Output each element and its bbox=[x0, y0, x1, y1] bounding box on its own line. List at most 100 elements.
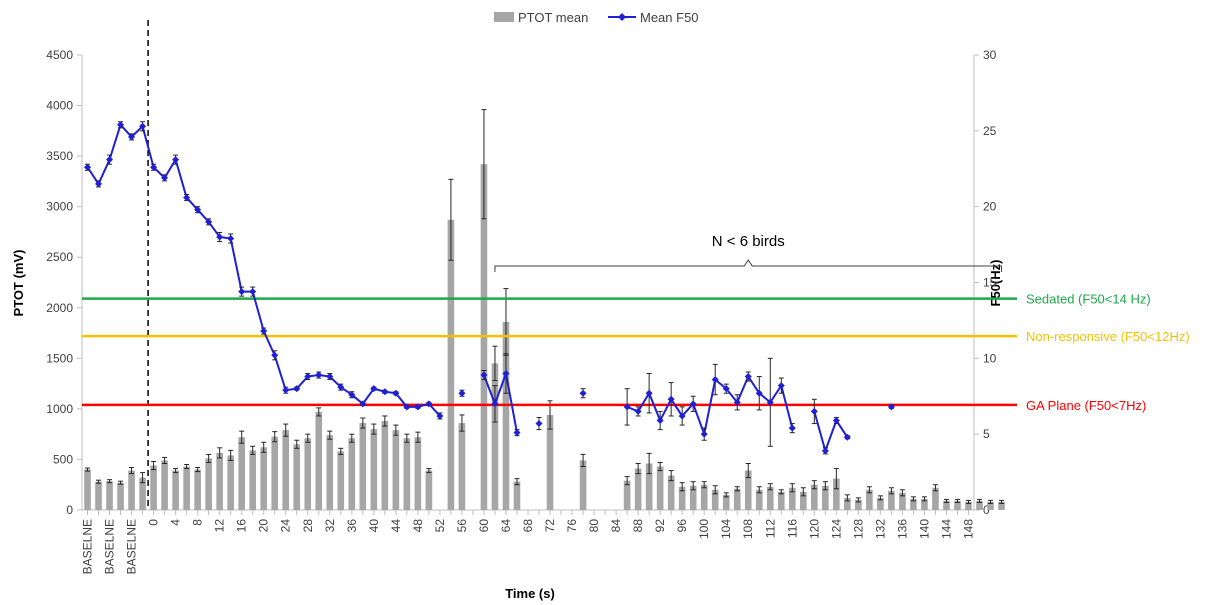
x-tick-label: 52 bbox=[433, 519, 447, 533]
x-tick-label: 12 bbox=[213, 519, 227, 533]
f50-point bbox=[656, 417, 664, 425]
ptot-bar bbox=[579, 460, 587, 510]
f50-point bbox=[392, 389, 400, 397]
x-tick-label: 36 bbox=[345, 519, 359, 533]
legend: PTOT mean Mean F50 bbox=[494, 10, 699, 25]
x-tick-label: 140 bbox=[917, 519, 931, 539]
y-right-tick-label: 0 bbox=[983, 503, 990, 517]
y-left-tick-label: 500 bbox=[53, 452, 73, 466]
f50-point bbox=[194, 206, 202, 214]
f50-point bbox=[249, 288, 257, 296]
ptot-bar bbox=[855, 499, 862, 510]
x-tick-label: 116 bbox=[785, 519, 799, 538]
ptot-bar bbox=[877, 497, 884, 510]
x-tick-label: 20 bbox=[257, 519, 271, 533]
f50-point bbox=[436, 412, 444, 420]
ptot-bar bbox=[282, 430, 290, 510]
f50-point bbox=[150, 163, 158, 171]
x-tick-label: 44 bbox=[389, 519, 403, 533]
x-tick-label: 48 bbox=[411, 519, 425, 533]
f50-point bbox=[535, 420, 543, 428]
ptot-bar bbox=[414, 437, 422, 510]
f50-point bbox=[216, 233, 224, 241]
x-tick-label: BASELNE bbox=[103, 519, 117, 574]
annotation-bracket bbox=[494, 259, 1003, 272]
y-left-tick-label: 2500 bbox=[46, 250, 73, 264]
legend-bar-swatch bbox=[494, 12, 514, 22]
legend-line-marker bbox=[618, 13, 626, 21]
y-left-tick-label: 3500 bbox=[46, 149, 73, 163]
ptot-bar bbox=[667, 475, 675, 510]
ptot-bar bbox=[227, 455, 234, 510]
y-right-tick-label: 20 bbox=[983, 200, 997, 214]
f50-point bbox=[172, 156, 180, 164]
ptot-bar bbox=[447, 219, 455, 511]
ptot-bar bbox=[546, 414, 554, 510]
ptot-bar bbox=[139, 477, 146, 510]
y-right-tick-label: 10 bbox=[983, 351, 997, 365]
x-tick-label: 8 bbox=[191, 519, 205, 526]
f50-point bbox=[843, 433, 851, 441]
reference-line-label: Non-responsive (F50<12Hz) bbox=[1026, 329, 1190, 344]
x-tick-label: 104 bbox=[719, 519, 733, 539]
x-tick-label: 108 bbox=[741, 519, 755, 539]
ptot-bar bbox=[128, 470, 135, 510]
ptot-bar bbox=[183, 466, 190, 510]
f50-point bbox=[304, 373, 312, 381]
f50-point bbox=[623, 403, 631, 411]
ptot-bar bbox=[205, 458, 212, 510]
ptot-bar bbox=[932, 487, 939, 510]
ptot-bar bbox=[866, 489, 873, 510]
ptot-bar bbox=[800, 491, 807, 510]
x-tick-label: 88 bbox=[631, 519, 645, 533]
f50-point bbox=[293, 385, 301, 393]
ptot-bar bbox=[888, 490, 895, 510]
ptot-bar bbox=[766, 486, 774, 510]
ptot-bar bbox=[921, 498, 928, 510]
ptot-bar bbox=[954, 500, 961, 510]
y-right-tick-label: 25 bbox=[983, 124, 997, 138]
f50-point bbox=[788, 424, 796, 432]
ptot-bar bbox=[987, 501, 994, 510]
x-tick-label: 16 bbox=[235, 519, 249, 533]
ptot-bar bbox=[117, 482, 124, 510]
f50-point bbox=[95, 180, 103, 188]
ptot-bar bbox=[326, 435, 334, 510]
f50-point bbox=[271, 351, 279, 359]
f50-point bbox=[579, 389, 587, 397]
f50-point bbox=[766, 398, 774, 406]
ptot-bar bbox=[425, 470, 433, 510]
f50-point bbox=[403, 403, 411, 411]
y-axis-left-title: PTOT (mV) bbox=[11, 250, 26, 317]
f50-point bbox=[821, 447, 829, 455]
ptot-bar bbox=[822, 485, 829, 510]
ptot-bar bbox=[238, 437, 245, 510]
ptot-bar bbox=[755, 489, 763, 510]
x-tick-label: 132 bbox=[873, 519, 887, 539]
ptot-bar bbox=[645, 463, 653, 510]
x-tick-label: 120 bbox=[807, 519, 821, 539]
f50-point bbox=[227, 235, 235, 243]
ptot-bar bbox=[811, 484, 818, 510]
ptot-bar bbox=[943, 500, 950, 510]
x-tick-label: BASELNE bbox=[125, 519, 139, 574]
ptot-bar bbox=[392, 430, 400, 510]
f50-point bbox=[161, 174, 169, 182]
ptot-bar bbox=[910, 498, 917, 510]
ptot-bar bbox=[722, 494, 730, 510]
y-right-tick-label: 5 bbox=[983, 427, 990, 441]
f50-point bbox=[106, 156, 114, 164]
f50-point bbox=[689, 400, 697, 408]
ptot-bar bbox=[623, 480, 631, 510]
f50-point bbox=[282, 386, 290, 394]
y-left-tick-label: 1000 bbox=[46, 402, 73, 416]
x-tick-label: 24 bbox=[279, 519, 293, 533]
ptot-bar bbox=[106, 481, 113, 510]
x-tick-label: 64 bbox=[499, 519, 513, 533]
x-tick-label: 128 bbox=[851, 519, 865, 539]
ptot-bar bbox=[502, 321, 510, 510]
x-tick-label: 100 bbox=[697, 519, 711, 539]
x-tick-label: BASELNE bbox=[81, 519, 95, 574]
ptot-bar bbox=[293, 444, 301, 510]
